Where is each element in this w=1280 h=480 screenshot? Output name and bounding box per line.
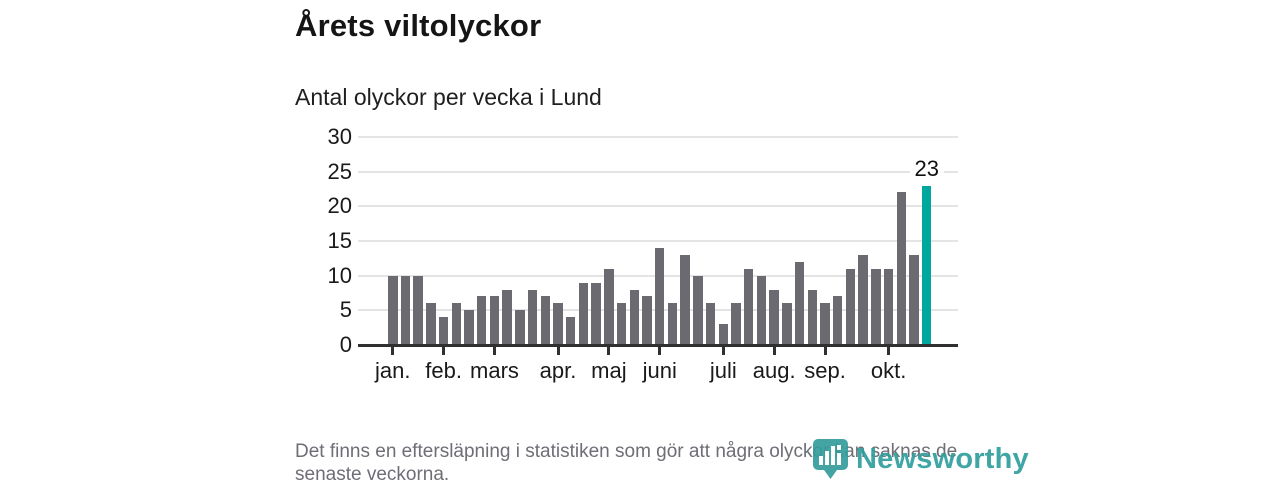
bar [769, 289, 779, 345]
bar [743, 268, 754, 345]
bar [489, 296, 500, 345]
bar [794, 261, 805, 345]
bar [718, 324, 729, 345]
bar [565, 317, 576, 345]
bar [909, 254, 919, 345]
newsworthy-logo-text: Newsworthy [856, 442, 1029, 475]
bar [820, 303, 830, 345]
month-label: aug. [752, 358, 796, 383]
bar-value-label: 23 [909, 154, 944, 182]
y-tick-label: 20 [327, 193, 352, 219]
x-axis-tick [823, 347, 827, 355]
bar [540, 296, 551, 345]
bar [413, 275, 423, 345]
month-label: sep. [804, 358, 846, 383]
bar [680, 254, 690, 345]
bar [693, 275, 703, 345]
bar [438, 317, 449, 345]
footer-note: Det finns en eftersläpning i statistiken… [295, 441, 958, 480]
newsworthy-logo: Newsworthy [812, 438, 1029, 480]
chart-subtitle: Antal olyckor per vecka i Lund [295, 84, 602, 110]
bar [782, 303, 792, 345]
bar [388, 275, 398, 345]
month-label: apr. [539, 358, 577, 383]
month-label: maj [591, 358, 627, 383]
bar [451, 303, 462, 345]
x-axis-tick [721, 347, 725, 355]
month-label: jan. [375, 358, 411, 383]
x-axis-tick [492, 347, 496, 355]
bar [871, 268, 881, 345]
highlighted-bar [921, 185, 932, 345]
bar [553, 303, 563, 345]
bar [667, 303, 678, 345]
month-label: feb. [425, 358, 462, 383]
month-label: juni [642, 358, 677, 383]
x-axis-line [358, 343, 958, 347]
y-tick-label: 10 [327, 262, 352, 288]
y-tick-label: 15 [327, 228, 352, 253]
y-tick-label: 0 [339, 332, 352, 357]
bar [464, 310, 474, 345]
page-title: Årets viltolyckor [295, 8, 542, 43]
bar [426, 303, 436, 345]
bar [502, 289, 512, 345]
bar [858, 254, 868, 345]
x-axis-tick [607, 347, 611, 355]
x-axis-tick [391, 347, 395, 355]
bar [604, 268, 614, 345]
bar [642, 296, 652, 345]
bar [629, 289, 640, 345]
bar [476, 296, 487, 345]
x-axis-tick [658, 347, 662, 355]
bar [578, 282, 589, 345]
bar [515, 310, 525, 345]
x-axis-tick [556, 347, 560, 355]
gridline [358, 205, 958, 208]
y-tick-label: 30 [327, 124, 352, 149]
month-label: mars [470, 358, 519, 383]
month-label: juli [709, 358, 737, 383]
bar [756, 275, 767, 345]
bar [591, 282, 601, 345]
bar [845, 268, 856, 345]
x-axis-tick [887, 347, 891, 355]
bar [883, 268, 894, 345]
y-tick-label: 5 [339, 297, 352, 323]
bar [705, 303, 716, 345]
bar [400, 275, 411, 345]
bar [731, 303, 741, 345]
bar [527, 289, 538, 345]
month-label: okt. [870, 358, 907, 383]
gridline [358, 136, 958, 138]
bar [616, 303, 627, 345]
gridline [358, 170, 958, 173]
newsworthy-pin-icon [812, 438, 849, 480]
gridline [358, 240, 958, 242]
bar [832, 296, 843, 345]
bar [896, 192, 907, 345]
x-axis-tick [442, 347, 446, 355]
bar [807, 289, 818, 345]
bar [654, 247, 665, 345]
x-axis-tick [772, 347, 776, 355]
y-tick-label: 25 [327, 158, 352, 184]
